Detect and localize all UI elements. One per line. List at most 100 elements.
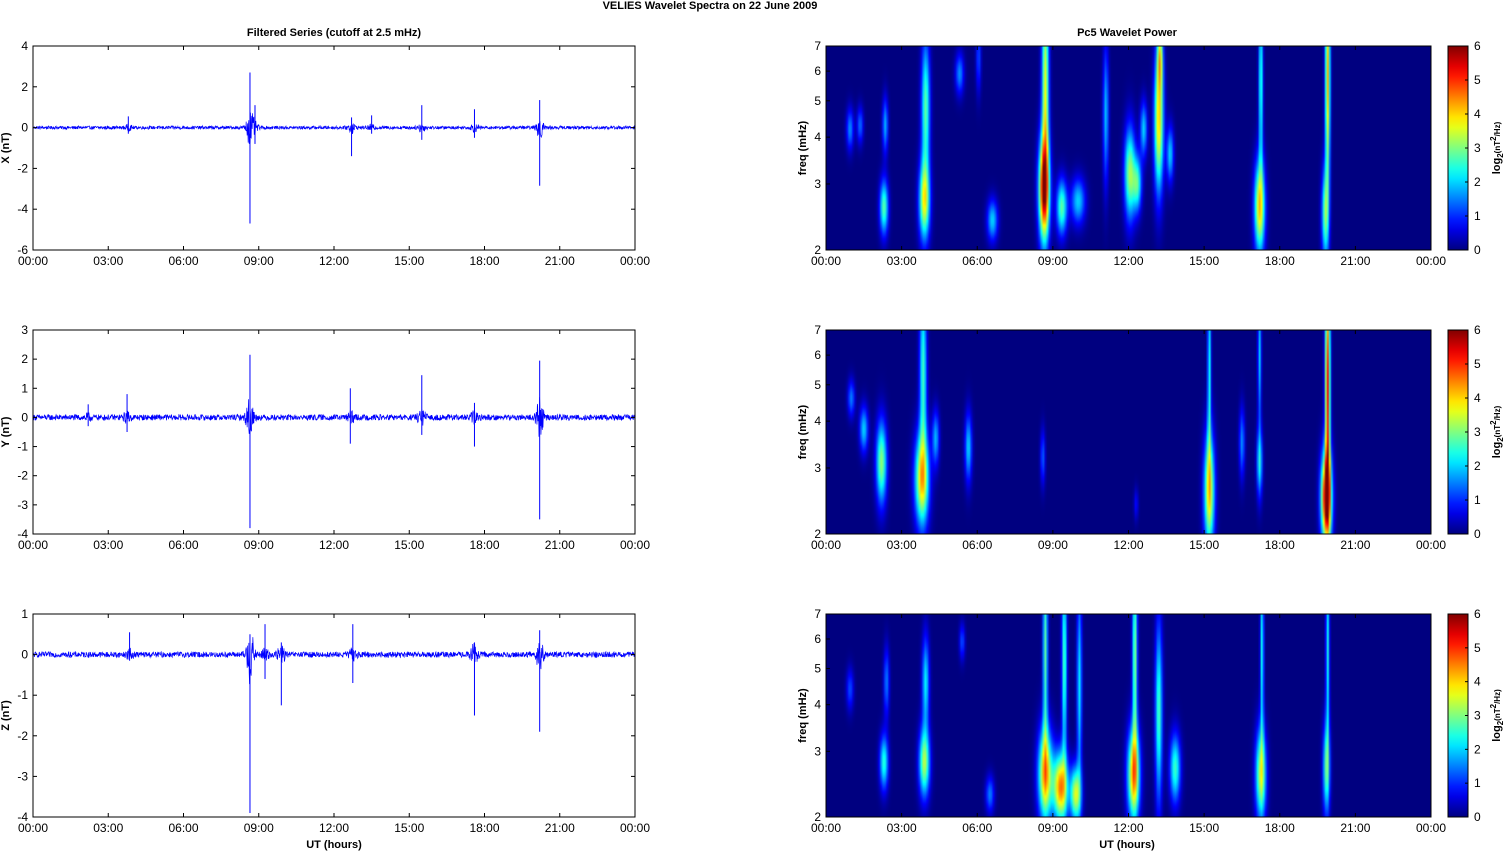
series-y-plot-area <box>33 330 635 534</box>
series-z-xtick-label: 18:00 <box>469 821 499 835</box>
series-y-ytick-label: 0 <box>21 410 28 424</box>
series-z-ytick-label: -2 <box>17 729 28 743</box>
wavelet-y-xtick-label: 06:00 <box>962 538 992 552</box>
wavelet-z-ytick-label: 5 <box>814 662 821 676</box>
series-x-trace <box>32 112 636 144</box>
panels: -6 -4 -2 0 2 4 00:00 03:00 06:00 09:00 12:00 15:00 1… <box>0 39 1505 835</box>
left-xlabel: UT (hours) <box>306 839 362 851</box>
wavelet-z-ytick-label: 6 <box>814 632 821 646</box>
wavelet-x-ylabel: freq (mHz) <box>797 120 809 175</box>
series-y-xtick-label: 15:00 <box>394 538 424 552</box>
wavelet-x-xtick-label: 00:00 <box>1416 254 1446 268</box>
wavelet-y-ytick-label: 3 <box>814 461 821 475</box>
wavelet-z-xtick-label: 03:00 <box>887 821 917 835</box>
wavelet-y-xtick-label: 09:00 <box>1038 538 1068 552</box>
wavelet-z-xtick-label: 00:00 <box>811 821 841 835</box>
series-x-xtick-label: 00:00 <box>620 254 650 268</box>
series-x-ytick-label: -4 <box>17 202 28 216</box>
wavelet-x-ytick-label: 3 <box>814 177 821 191</box>
right-column-title: Pc5 Wavelet Power <box>1077 27 1178 39</box>
series-z-ytick-label: -4 <box>17 810 28 824</box>
series-x-ytick-label: -6 <box>17 243 28 257</box>
series-y-trace <box>32 397 636 437</box>
series-z-ytick-label: -3 <box>17 769 28 783</box>
wavelet-y-xtick-label: 12:00 <box>1113 538 1143 552</box>
wavelet-y-xtick-label: 21:00 <box>1340 538 1370 552</box>
wavelet-x-ytick-label: 5 <box>814 94 821 108</box>
right-xlabel: UT (hours) <box>1099 839 1155 851</box>
wavelet-x-colorbar-tick-label: 3 <box>1474 141 1481 155</box>
wavelet-x-colorbar-tick-label: 4 <box>1474 107 1481 121</box>
wavelet-y-ytick-label: 4 <box>814 414 821 428</box>
wavelet-y-colorbar-tick-label: 0 <box>1474 527 1481 541</box>
series-y-xtick-label: 00:00 <box>620 538 650 552</box>
wavelet-z-ytick-label: 4 <box>814 698 821 712</box>
series-z-ytick-label: 1 <box>21 607 28 621</box>
wavelet-z-colorbar-label: log2(nT2/Hz) <box>1489 689 1505 742</box>
series-y-ytick-label: 1 <box>21 381 28 395</box>
wavelet-y-ylabel: freq (mHz) <box>797 404 809 459</box>
wavelet-z-ytick-label: 3 <box>814 744 821 758</box>
series-y-ytick-label: -3 <box>17 498 28 512</box>
wavelet-z-ytick-label: 7 <box>814 607 821 621</box>
wavelet-x-ytick-label: 4 <box>814 130 821 144</box>
series-y-xtick-label: 00:00 <box>18 538 48 552</box>
wavelet-y-colorbar-tick-label: 5 <box>1474 357 1481 371</box>
wavelet-x-colorbar-tick-label: 2 <box>1474 175 1481 189</box>
series-y-xtick-label: 06:00 <box>168 538 198 552</box>
series-y-xtick-label: 03:00 <box>93 538 123 552</box>
series-x-xtick-label: 12:00 <box>319 254 349 268</box>
series-z-xtick-label: 09:00 <box>244 821 274 835</box>
wavelet-x-xtick-label: 21:00 <box>1340 254 1370 268</box>
wavelet-z-colorbar-tick-label: 5 <box>1474 641 1481 655</box>
wavelet-y-colorbar-tick-label: 2 <box>1474 459 1481 473</box>
wavelet-z-ylabel: freq (mHz) <box>797 688 809 743</box>
series-z-ylabel: Z (nT) <box>0 700 12 731</box>
series-z-xtick-label: 00:00 <box>620 821 650 835</box>
series-x-plot-area <box>33 46 635 250</box>
series-y-ylabel: Y (nT) <box>0 416 12 447</box>
wavelet-y-ytick-label: 7 <box>814 323 821 337</box>
wavelet-y-ytick-label: 6 <box>814 348 821 362</box>
series-y-ytick-label: -1 <box>17 440 28 454</box>
series-y-ytick-label: -2 <box>17 469 28 483</box>
wavelet-x-xtick-label: 12:00 <box>1113 254 1143 268</box>
wavelet-y-colorbar-tick-label: 4 <box>1474 391 1481 405</box>
wavelet-y-colorbar-tick-label: 6 <box>1474 323 1481 337</box>
series-x-xtick-label: 21:00 <box>545 254 575 268</box>
wavelet-z-colorbar-tick-label: 3 <box>1474 709 1481 723</box>
wavelet-z-xtick-label: 06:00 <box>962 821 992 835</box>
series-x-xtick-label: 18:00 <box>469 254 499 268</box>
series-y-xtick-label: 09:00 <box>244 538 274 552</box>
wavelet-z-xtick-label: 21:00 <box>1340 821 1370 835</box>
wavelet-y-colorbar-tick-label: 1 <box>1474 493 1481 507</box>
wavelet-x-colorbar-tick-label: 1 <box>1474 209 1481 223</box>
wavelet-z-colorbar-tick-label: 6 <box>1474 607 1481 621</box>
wavelet-z-heatmap <box>826 614 1431 817</box>
wavelet-x-ytick-label: 6 <box>814 64 821 78</box>
wavelet-z-xtick-label: 00:00 <box>1416 821 1446 835</box>
left-column-title: Filtered Series (cutoff at 2.5 mHz) <box>247 27 422 39</box>
series-y-xtick-label: 12:00 <box>319 538 349 552</box>
wavelet-x-xtick-label: 03:00 <box>887 254 917 268</box>
series-z-trace <box>32 637 636 685</box>
wavelet-y-xtick-label: 00:00 <box>811 538 841 552</box>
series-z-ytick-label: -1 <box>17 688 28 702</box>
wavelet-y-colorbar-label: log2(nT2/Hz) <box>1489 405 1505 458</box>
series-x-xtick-label: 03:00 <box>93 254 123 268</box>
wavelet-z-xtick-label: 15:00 <box>1189 821 1219 835</box>
wavelet-z-xtick-label: 12:00 <box>1113 821 1143 835</box>
wavelet-z-colorbar-tick-label: 4 <box>1474 675 1481 689</box>
series-z-ytick-label: 0 <box>21 648 28 662</box>
wavelet-y-xtick-label: 18:00 <box>1265 538 1295 552</box>
wavelet-x-heatmap <box>826 46 1431 250</box>
wavelet-x-xtick-label: 15:00 <box>1189 254 1219 268</box>
wavelet-x-ytick-label: 7 <box>814 39 821 53</box>
series-z-xtick-label: 03:00 <box>93 821 123 835</box>
wavelet-z-xtick-label: 09:00 <box>1038 821 1068 835</box>
wavelet-x-xtick-label: 00:00 <box>811 254 841 268</box>
series-y-xtick-label: 21:00 <box>545 538 575 552</box>
series-y-xtick-label: 18:00 <box>469 538 499 552</box>
series-z-xtick-label: 06:00 <box>168 821 198 835</box>
